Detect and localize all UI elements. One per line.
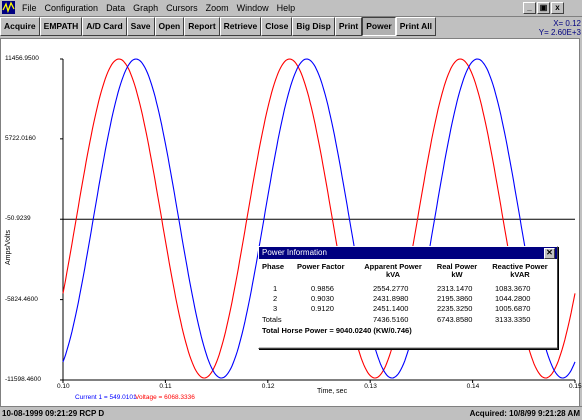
current-readout: Current 1 = 549.0101 [75,394,137,401]
row-apparent-power: 2451.1400 [373,304,409,313]
header-power-factor: Power Factor [297,262,345,271]
menu-file[interactable]: File [22,3,37,13]
cursor-x-readout: X= 0.12 [553,19,581,28]
header-reactive-power: Reactive Power kVAR [487,263,553,279]
header-real-power: Real Power kW [431,263,483,279]
x-tick-label: 0.13 [364,383,377,390]
y-tick-label: -11598.4600 [5,376,42,383]
dialog-title-bar[interactable]: Power Information ✕ [259,247,557,259]
row-apparent-power: 2431.8980 [373,294,409,303]
menu-cursors[interactable]: Cursors [166,3,198,13]
cursor-coordinate-readout: X= 0.12 Y= 2.60E+3 [535,0,582,37]
toolbar-acquire-button[interactable]: Acquire [0,17,40,36]
row-phase: 1 [273,284,278,293]
toolbar-power-button[interactable]: Power [362,17,396,36]
y-tick-label: 11456.9500 [5,55,39,62]
minimize-button[interactable]: _ [523,2,536,14]
y-axis-label: Amps/Volts [5,229,13,266]
toolbar-print-button[interactable]: Print [334,17,363,36]
row-phase: 2 [273,294,278,303]
header-reactive-unit: kVAR [510,270,530,279]
series-line-voltage [62,58,576,379]
app-icon[interactable] [2,1,15,14]
dialog-close-button[interactable]: ✕ [544,248,555,259]
total-horse-power: Total Horse Power = 9040.0240 (KW/0.746) [262,326,412,335]
row-real-power: 2195.3860 [437,294,473,303]
waveform-chart [60,58,576,383]
row-real-power: 2235.3250 [437,304,473,313]
totals-real-power: 6743.8580 [437,315,473,324]
series-line-current [62,58,576,379]
status-timestamp: 10-08-1999 09:21:29 RCP D [2,409,105,418]
toolbar-close-button[interactable]: Close [261,17,293,36]
header-real-unit: kW [451,270,463,279]
menu-data[interactable]: Data [106,3,126,13]
toolbar-report-button[interactable]: Report [184,17,220,36]
menu-bar: File Configuration Data Graph Cursors Zo… [0,0,582,17]
menu-window[interactable]: Window [236,3,269,13]
totals-apparent-power: 7436.5160 [373,315,409,324]
totals-label: Totals [262,315,282,324]
y-tick-label: -5824.4600 [5,295,38,303]
x-tick-label: 0.10 [57,383,70,390]
row-power-factor: 0.9030 [311,294,334,303]
x-tick-label: 0.14 [466,383,480,390]
header-apparent-power: Apparent Power kVA [359,263,427,279]
toolbar-retrieve-button[interactable]: Retrieve [219,17,262,36]
x-tick-label: 0.11 [159,383,172,390]
menu-zoom[interactable]: Zoom [205,3,229,13]
toolbar-empath-button[interactable]: EMPATH [39,17,83,36]
header-apparent-unit: kVA [385,270,401,279]
waveform-plot[interactable]: Amps/Volts Time, sec Current 1 = 549.010… [0,38,582,407]
header-real-label: Real Power [436,262,478,271]
row-real-power: 2313.1470 [437,284,473,293]
header-apparent-label: Apparent Power [364,262,422,271]
x-axis-label: Time, sec [317,388,348,395]
restore-button[interactable]: ▣ [537,2,550,14]
menu-items: File Configuration Data Graph Cursors Zo… [18,0,299,16]
toolbar-open-button[interactable]: Open [154,17,185,36]
row-power-factor: 0.9120 [311,304,334,313]
toolbar-a-d-card-button[interactable]: A/D Card [82,17,127,36]
row-phase: 3 [273,304,278,313]
row-power-factor: 0.9856 [311,284,334,293]
toolbar-big-disp-button[interactable]: Big Disp [292,17,335,36]
toolbar: Acquire EMPATH A/D Card Save Open Report Retri… [0,17,534,36]
toolbar-save-button[interactable]: Save [126,17,155,36]
row-reactive-power: 1005.6870 [495,304,531,313]
y-tick-label: 5722.0160 [5,134,36,142]
menu-help[interactable]: Help [276,3,296,13]
x-tick-label: 0.12 [261,383,275,390]
row-reactive-power: 1083.3670 [495,284,531,293]
header-phase: Phase [262,262,285,271]
status-bar: 10-08-1999 09:21:29 RCP D Acquired: 10/8… [0,406,582,420]
power-table: Phase Power Factor Apparent Power kVA Re… [259,259,557,347]
window-controls: _ ▣ x [523,2,564,14]
power-information-dialog[interactable]: Power Information ✕ Phase Power Factor A… [258,246,558,349]
toolbar-print-all-button[interactable]: Print All [395,17,437,36]
voltage-readout: Voltage = 6068.3336 [135,394,195,401]
row-apparent-power: 2554.2770 [373,284,409,293]
close-icon: ✕ [546,248,553,257]
header-reactive-label: Reactive Power [492,262,548,271]
x-tick-label: 0.15 [569,383,582,390]
y-tick-label: -50.9239 [5,215,31,223]
totals-reactive-power: 3133.3350 [495,315,531,324]
cursor-y-readout: Y= 2.60E+3 [538,28,581,37]
dialog-title: Power Information [262,248,327,257]
menu-configuration[interactable]: Configuration [44,3,99,13]
restore-icon: ▣ [539,3,548,12]
row-reactive-power: 1044.2800 [495,294,531,303]
close-window-button[interactable]: x [551,2,564,14]
status-acquired: Acquired: 10/8/99 9:21:28 AM [469,409,580,418]
menu-graph[interactable]: Graph [133,3,159,13]
